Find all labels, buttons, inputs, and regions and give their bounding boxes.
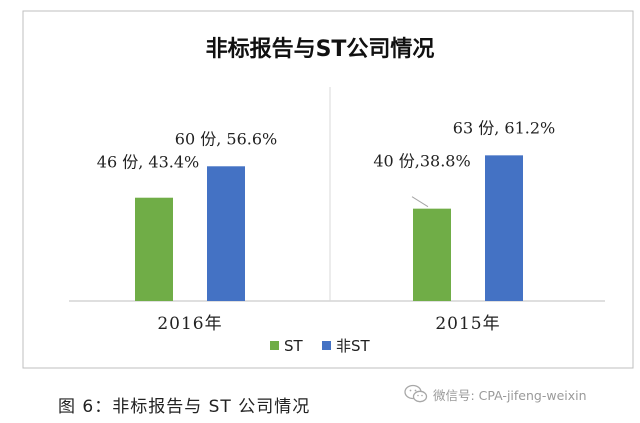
legend-swatch-st xyxy=(270,341,279,350)
legend-label-st: ST xyxy=(284,337,304,355)
legend-swatch-non-st xyxy=(322,341,331,350)
figure-caption: 图 6：非标报告与 ST 公司情况 xyxy=(58,397,311,417)
x-tick-label-1: 2015年 xyxy=(435,314,500,334)
data-label-st-1: 40 份,38.8% xyxy=(373,152,470,171)
data-label-non-st-1: 63 份, 61.2% xyxy=(453,118,555,137)
x-tick-label-0: 2016年 xyxy=(157,314,222,334)
bar-st-0 xyxy=(135,197,173,301)
chart-frame xyxy=(22,10,634,369)
chart-title: 非标报告与ST公司情况 xyxy=(206,36,435,62)
bar-non-st-0 xyxy=(207,166,245,301)
bar-non-st-1 xyxy=(485,155,523,301)
data-label-st-0: 46 份, 43.4% xyxy=(97,153,199,172)
legend-label-non-st: 非ST xyxy=(336,337,371,355)
watermark: 微信号: CPA-jifeng-weixin xyxy=(404,384,587,404)
wechat-icon xyxy=(404,384,428,403)
data-label-non-st-0: 60 份, 56.6% xyxy=(175,129,277,148)
bar-st-1 xyxy=(413,208,451,301)
watermark-text: 微信号: CPA-jifeng-weixin xyxy=(433,387,587,403)
data-label-leader-line xyxy=(411,196,429,208)
